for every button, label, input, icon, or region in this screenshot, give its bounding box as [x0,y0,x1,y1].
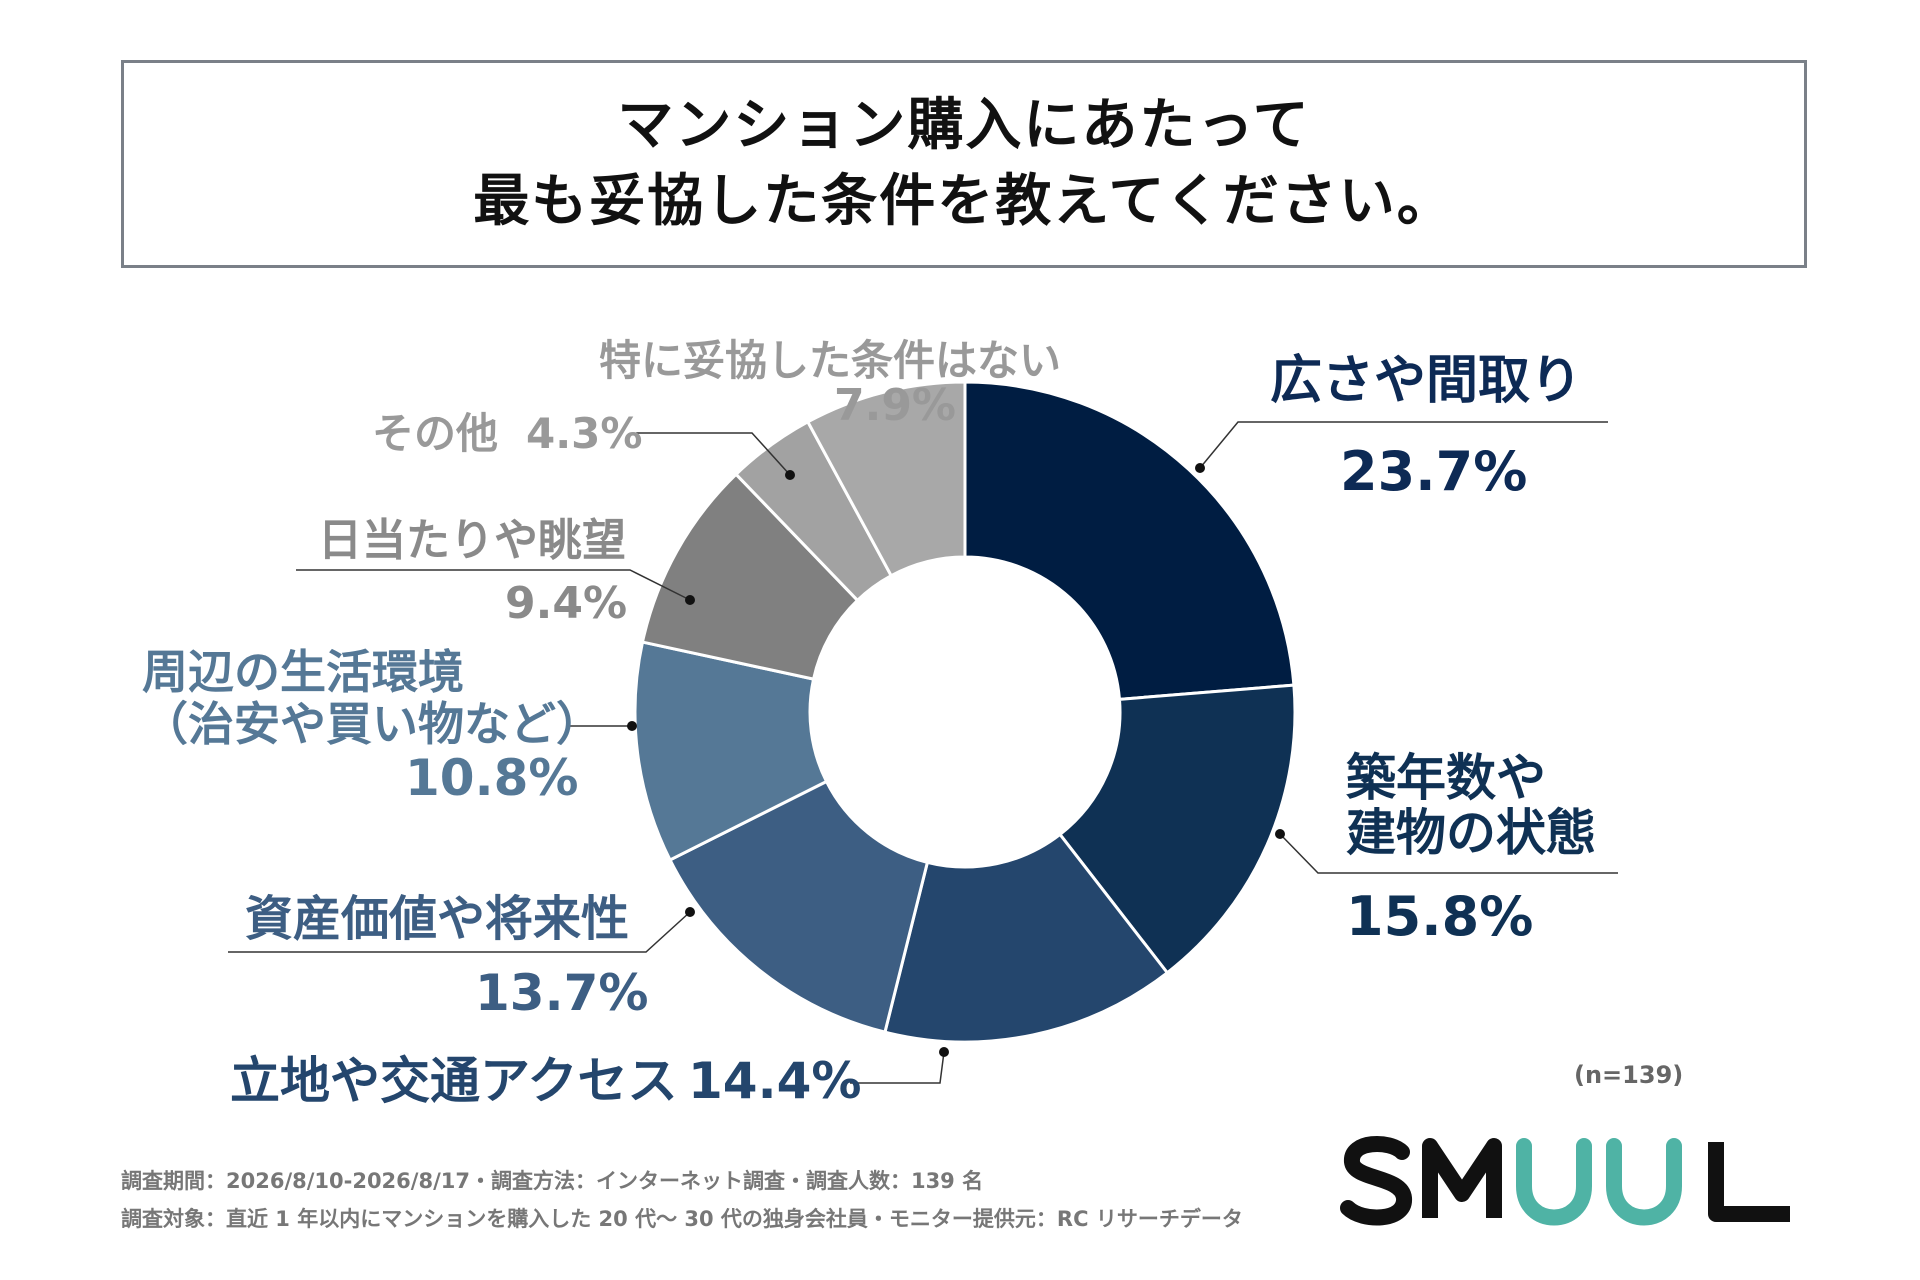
slice-label-3-line-1: 立地や交通アクセス [230,1052,678,1110]
slice-value-label-1: 23.7% [1340,440,1527,503]
leader-line-6 [296,569,691,601]
slice-value-label-4: 13.7% [475,964,648,1022]
donut-slice-4 [668,779,930,1034]
leader-line-7 [636,432,791,476]
chart-title-line-2: 最も妥協した条件を教えてください。 [473,169,1455,234]
slice-label-1-line-1: 広さや間取り [1270,351,1582,411]
slice-label-2-line-1: 築年数や [1346,749,1546,807]
slice-label-8-line-1: 特に妥協した条件はない [599,336,1061,385]
donut-slice-2 [1057,683,1297,975]
footnote-survey-period: 調査期間：2026/8/10-2026/8/17・調査方法：インターネット調査・… [121,1169,984,1193]
donut-slice-1 [963,380,1296,701]
slice-label-4-line-1: 資産価値や将来性 [245,891,629,947]
logo-letter-m [1422,1138,1502,1218]
logo-letter-u-2 [1606,1138,1682,1226]
slice-value-label-3: 14.4% [688,1052,861,1110]
chart-title-line-1: マンション購入にあたって [617,93,1311,158]
slice-label-2-line-2: 建物の状態 [1346,804,1596,862]
leader-line-1 [1199,421,1608,469]
leader-line-4 [228,911,691,953]
leader-line-2 [1279,833,1618,874]
footnote-survey-target: 調査対象：直近 1 年以内にマンションを購入した 20 代〜 30 代の独身会社… [121,1207,1243,1231]
leader-dot-7 [785,470,795,480]
slice-label-5-line-2: （治安や買い物など） [142,697,602,751]
slice-value-label-5: 10.8% [405,749,578,807]
slice-label-7-line-1: その他 [372,409,498,458]
leader-dot-3 [939,1047,949,1057]
slice-label-6-line-1: 日当たりや眺望 [318,515,626,566]
logo-letter-s [1340,1135,1412,1226]
donut-slice-8 [805,380,967,578]
leader-dot-6 [685,595,695,605]
leader-dot-1 [1195,463,1205,473]
smuul-logo [1340,1135,1790,1226]
logo-letter-u-1 [1516,1138,1592,1226]
slice-value-label-8: 7.9% [834,380,956,431]
leader-dot-2 [1275,829,1285,839]
title-box: マンション購入にあたって 最も妥協した条件を教えてください。 [121,60,1807,268]
slice-label-5-line-1: 周辺の生活環境 [142,645,464,699]
leader-dot-5 [627,721,637,731]
donut-slice-3 [883,832,1170,1044]
leader-line-3 [850,1051,945,1084]
sample-size-note: (n=139) [1574,1061,1684,1089]
slice-value-label-2: 15.8% [1346,885,1533,948]
slice-value-label-7: 4.3% [526,409,642,458]
leader-dot-4 [685,907,695,917]
slice-value-label-6: 9.4% [505,578,627,629]
logo-letter-l [1708,1142,1790,1222]
